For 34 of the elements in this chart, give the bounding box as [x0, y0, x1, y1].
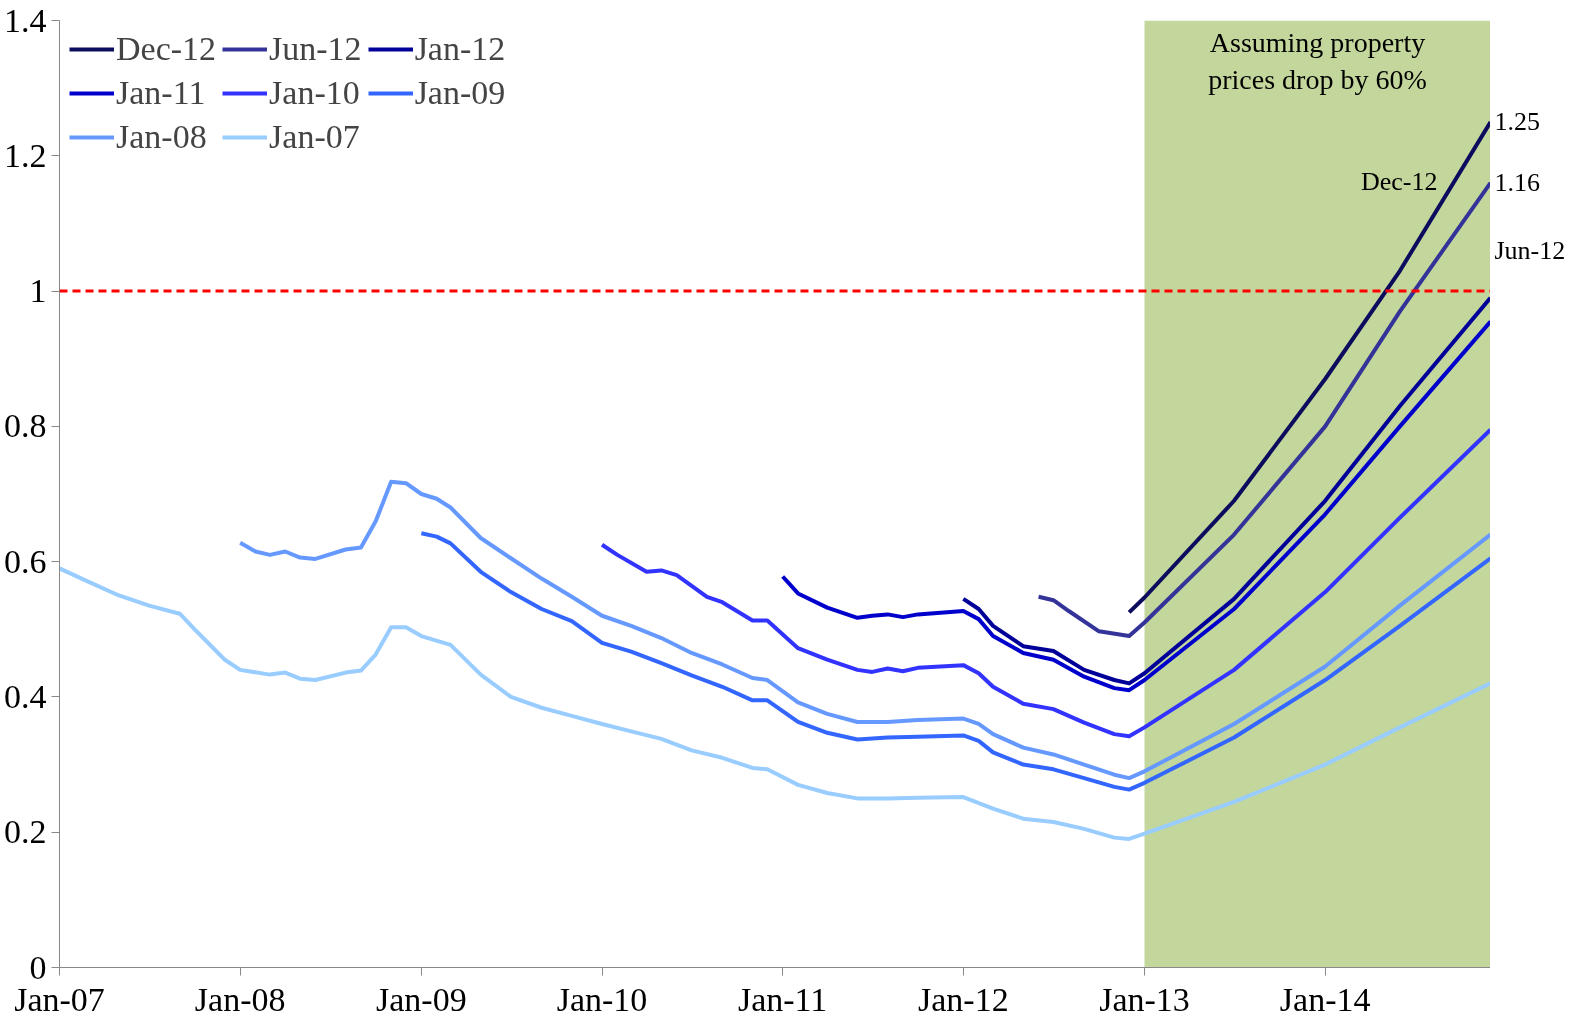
- annotation: Dec-12: [1360, 167, 1438, 197]
- y-tick-label: 1.4: [4, 1, 47, 39]
- annotation: 1.25: [1494, 107, 1540, 137]
- x-tick-label: Jan-10: [556, 980, 648, 1018]
- x-tick-label: Jan-11: [737, 980, 828, 1018]
- line-series: [419, 531, 1490, 792]
- y-tick-label: 0.6: [4, 542, 47, 580]
- legend-label: Jun-12: [269, 30, 362, 68]
- line-series: [600, 427, 1490, 739]
- y-tick-label: 0.4: [4, 677, 47, 715]
- x-tick-label: Jan-09: [376, 980, 467, 1018]
- x-tick-label: Jan-14: [1279, 980, 1371, 1018]
- legend-label: Jan-08: [116, 118, 207, 156]
- y-tick-label: 1: [29, 272, 47, 310]
- y-tick-label: 1.2: [4, 136, 47, 174]
- annotation: 1.16: [1494, 168, 1540, 198]
- y-tick-label: 0.8: [4, 407, 47, 445]
- legend-label: Jan-09: [414, 74, 506, 112]
- x-tick-label: Jan-12: [918, 980, 1009, 1018]
- x-tick-label: Jan-13: [1099, 980, 1190, 1018]
- line-series: [59, 566, 1490, 841]
- line-series: [238, 479, 1490, 781]
- legend-label: Jan-07: [269, 118, 360, 156]
- band-label: Assuming property prices drop by 60%: [1208, 26, 1427, 95]
- y-tick-label: 0.2: [4, 813, 47, 851]
- line-series: [961, 295, 1490, 686]
- legend-label: Jan-11: [116, 74, 206, 112]
- x-tick-label: Jan-08: [194, 980, 286, 1018]
- legend-label: Jan-12: [414, 30, 506, 68]
- line-series: [780, 319, 1490, 693]
- legend-label: Jan-10: [269, 74, 360, 112]
- annotation: Jun-12: [1494, 235, 1566, 265]
- legend-label: Dec-12: [116, 30, 217, 68]
- line-series: [1127, 119, 1490, 615]
